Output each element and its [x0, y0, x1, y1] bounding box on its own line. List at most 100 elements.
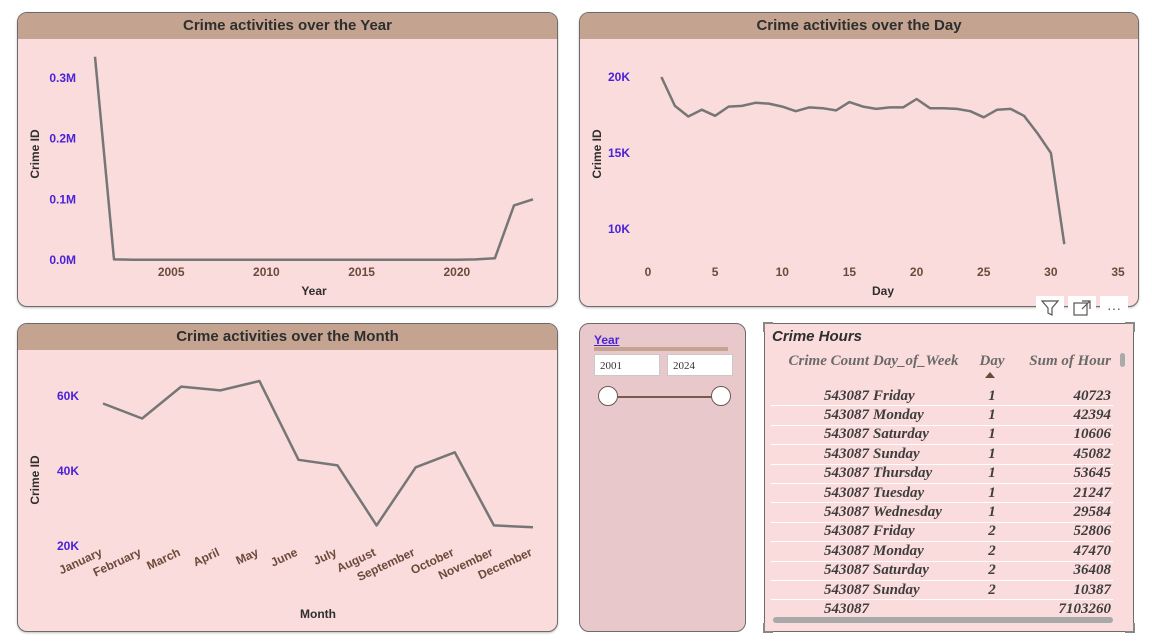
table-cell: Monday — [871, 405, 975, 426]
y-tick-label: 0.0M — [49, 253, 76, 267]
horizontal-scrollbar[interactable] — [773, 617, 1113, 623]
slicer-min-input[interactable]: 2001 — [594, 354, 660, 376]
table-cell: 1 — [975, 425, 1009, 446]
x-axis-title: Year — [301, 284, 327, 298]
table-cell: 543087 — [771, 464, 871, 484]
slider-min-handle[interactable] — [598, 386, 618, 406]
x-tick-label: 0 — [645, 265, 652, 279]
table-cell: 1 — [975, 387, 1009, 407]
column-header-day[interactable]: Day — [975, 350, 1009, 387]
day-chart: 10K 15K 20K 0 5 10 15 20 25 30 35 Day Crime ID — [590, 70, 1125, 298]
table-total-cell — [975, 600, 1009, 619]
table-cell: 543087 — [771, 387, 871, 407]
resize-corner[interactable] — [1125, 623, 1135, 633]
table-row[interactable]: 543087 Monday 2 47470 — [771, 541, 1113, 562]
table-cell: 10387 — [1009, 580, 1113, 601]
table-cell: 2 — [975, 580, 1009, 601]
crime-hours-table-card[interactable]: Crime Hours Crime Count Day_of_Week Day … — [763, 322, 1135, 633]
table-row[interactable]: 543087 Saturday 1 10606 — [771, 425, 1113, 446]
table-cell: Monday — [871, 541, 975, 562]
slider-track[interactable] — [608, 396, 724, 398]
y-tick-label: 60K — [57, 389, 79, 403]
year-slicer: Year 2001 2024 — [579, 323, 746, 632]
month-chart-title: Crime activities over the Month — [18, 324, 557, 350]
day-chart-card[interactable]: Crime activities over the Day 10K 15K 20K 0… — [579, 12, 1139, 307]
table-cell: Friday — [871, 387, 975, 407]
column-header-crime-count[interactable]: Crime Count — [788, 353, 869, 369]
series-line — [660, 76, 1066, 245]
table-row[interactable]: 543087 Friday 1 40723 — [771, 387, 1113, 407]
table-cell: 36408 — [1009, 561, 1113, 581]
y-tick-label: 0.2M — [49, 132, 76, 146]
table-cell: 543087 — [771, 561, 871, 581]
y-tick-label: 0.3M — [49, 71, 76, 85]
x-tick-label: 25 — [977, 265, 991, 279]
table-cell: 543087 — [771, 483, 871, 504]
vertical-scrollbar[interactable] — [1120, 353, 1125, 367]
x-tick-label: 2010 — [253, 265, 280, 279]
month-chart-card[interactable]: Crime activities over the Month 20K 40K 60… — [17, 323, 558, 632]
filter-icon[interactable] — [1036, 296, 1064, 320]
table-row[interactable]: 543087 Sunday 1 45082 — [771, 444, 1113, 465]
table-cell: Saturday — [871, 425, 975, 446]
year-chart-title: Crime activities over the Year — [18, 13, 557, 39]
resize-corner[interactable] — [763, 322, 773, 332]
resize-corner[interactable] — [763, 623, 773, 633]
more-options-icon[interactable]: ··· — [1100, 296, 1128, 320]
x-tick-label: April — [191, 545, 222, 569]
y-tick-label: 20K — [608, 70, 630, 84]
table-cell: 543087 — [771, 405, 871, 426]
table-cell: 543087 — [771, 444, 871, 465]
visual-header: ··· — [1036, 296, 1128, 320]
year-chart-card[interactable]: Crime activities over the Year 0.0M 0.1M 0… — [17, 12, 558, 307]
table-cell: Sunday — [871, 580, 975, 601]
column-header-sum-of-hour[interactable]: Sum of Hour — [1029, 353, 1111, 369]
table-cell: 10606 — [1009, 425, 1113, 446]
y-tick-label: 40K — [57, 464, 79, 478]
table-cell: 1 — [975, 483, 1009, 504]
y-tick-label: 0.1M — [49, 192, 76, 206]
crime-hours-table: Crime Count Day_of_Week Day Sum of Hour … — [771, 350, 1113, 619]
table-cell: Wednesday — [871, 502, 975, 523]
y-axis-title: Crime ID — [28, 129, 42, 179]
x-tick-label: 15 — [843, 265, 857, 279]
table-total-cell: 7103260 — [1058, 600, 1112, 617]
table-row[interactable]: 543087 Wednesday 1 29584 — [771, 502, 1113, 523]
table-row[interactable]: 543087 Thursday 1 53645 — [771, 464, 1113, 484]
table-cell: 40723 — [1009, 387, 1113, 407]
slicer-max-input[interactable]: 2024 — [667, 354, 733, 376]
table-row[interactable]: 543087 Sunday 2 10387 — [771, 580, 1113, 601]
y-axis-title: Crime ID — [28, 455, 42, 505]
table-cell: Sunday — [871, 444, 975, 465]
year-chart: 0.0M 0.1M 0.2M 0.3M 2005 2010 2015 2020 Year Crim… — [28, 56, 534, 298]
x-tick-label: June — [268, 545, 300, 570]
table-cell: 543087 — [771, 522, 871, 543]
y-tick-label: 10K — [608, 222, 630, 236]
resize-corner[interactable] — [1125, 322, 1135, 332]
table-cell: 45082 — [1009, 444, 1113, 465]
focus-mode-icon[interactable] — [1068, 296, 1096, 320]
slicer-title: Year — [594, 333, 728, 351]
column-header-day-of-week[interactable]: Day_of_Week — [873, 353, 959, 369]
y-tick-label: 20K — [57, 539, 79, 553]
table-row[interactable]: 543087 Monday 1 42394 — [771, 405, 1113, 426]
table-cell: Saturday — [871, 561, 975, 581]
table-row[interactable]: 543087 Friday 2 52806 — [771, 522, 1113, 543]
x-tick-label: May — [234, 545, 261, 568]
x-tick-label: 10 — [776, 265, 790, 279]
slider-max-handle[interactable] — [711, 386, 731, 406]
x-tick-label: 2005 — [158, 265, 185, 279]
table-cell: 2 — [975, 522, 1009, 543]
x-axis-title: Day — [872, 284, 894, 298]
table-cell: 1 — [975, 464, 1009, 484]
table-total-row: 543087 7103260 — [771, 600, 1113, 619]
table-row[interactable]: 543087 Saturday 2 36408 — [771, 561, 1113, 581]
table-cell: 2 — [975, 541, 1009, 562]
series-line — [93, 56, 534, 261]
table-cell: 21247 — [1009, 483, 1113, 504]
table-row[interactable]: 543087 Tuesday 1 21247 — [771, 483, 1113, 504]
table-cell: 47470 — [1009, 541, 1113, 562]
table-body: 543087 Friday 1 40723 543087 Monday 1 42394 5430… — [771, 387, 1113, 619]
table-cell: 1 — [975, 444, 1009, 465]
